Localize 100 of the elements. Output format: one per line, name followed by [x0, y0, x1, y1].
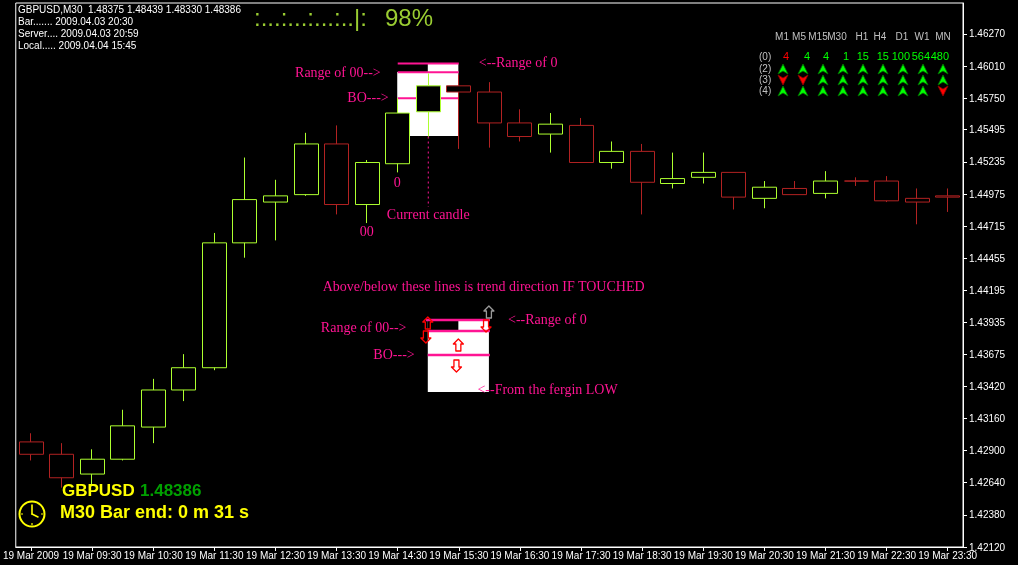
- annotation: M1: [775, 30, 789, 42]
- candlestick: [538, 112, 563, 154]
- annotation: H4: [873, 30, 887, 42]
- annotation: M30: [827, 30, 847, 42]
- candlestick: [446, 74, 471, 150]
- annotation: <--Range of 0: [478, 54, 558, 70]
- annotation: Above/below these lines is trend direction IF TOUCHED: [322, 279, 645, 295]
- x-tick-label: 19 Mar 21:30: [796, 549, 856, 561]
- chart-title: GBPUSD,M30 1.48375 1.48439 1.48330 1.48386: [18, 3, 241, 15]
- annotation: H1: [855, 30, 869, 42]
- candlestick: [752, 180, 777, 209]
- candlestick: [844, 176, 869, 187]
- annotation: (3): [759, 73, 772, 85]
- candlestick: [232, 157, 257, 259]
- y-tick-label: 1.45750: [969, 92, 1006, 104]
- annotation: 15: [856, 49, 869, 62]
- annotation: :...:...:...:..|:: [254, 3, 367, 31]
- y-tick-label: 1.42640: [969, 477, 1006, 489]
- candlestick: [630, 143, 655, 215]
- candlestick: [355, 159, 380, 224]
- annotation: 564: [911, 49, 930, 62]
- annotation: 480: [930, 49, 949, 62]
- candlestick: [782, 180, 807, 196]
- candlestick: [141, 378, 166, 444]
- x-tick-label: 19 Mar 22:30: [857, 549, 917, 561]
- x-tick-label: 19 Mar 09:30: [62, 549, 123, 561]
- y-tick-label: 1.45495: [969, 124, 1006, 136]
- annotation: 98%: [385, 3, 434, 31]
- y-tick-label: 1.43675: [969, 349, 1006, 361]
- annotation: Local..... 2009.04.04 15:45: [18, 39, 137, 51]
- annotation: (0): [759, 50, 772, 62]
- candlestick: [935, 187, 960, 213]
- y-tick-label: 1.43935: [969, 317, 1006, 329]
- candlestick: [691, 152, 716, 185]
- y-tick-label: 1.43420: [969, 380, 1006, 392]
- y-tick-label: 1.46010: [969, 60, 1006, 72]
- y-tick-label: 1.44455: [969, 252, 1006, 264]
- y-tick-label: 1.46270: [969, 28, 1006, 40]
- x-tick-label: 19 Mar 11:30: [185, 549, 244, 561]
- annotation: GBPUSD: [62, 480, 135, 500]
- candlestick: [569, 117, 594, 163]
- y-tick-label: 1.44715: [969, 220, 1006, 232]
- candlestick: [202, 232, 227, 371]
- x-tick-label: 19 Mar 16:30: [490, 549, 550, 561]
- annotation: (4): [759, 84, 772, 96]
- annotation: 15: [876, 49, 889, 62]
- annotation: M15: [808, 30, 828, 42]
- annotation: D1: [895, 30, 909, 42]
- y-tick-label: 1.42900: [969, 445, 1006, 457]
- candlestick: [263, 179, 288, 241]
- candlestick: [19, 432, 44, 461]
- annotation: 100: [891, 49, 910, 62]
- y-tick-label: 1.45235: [969, 156, 1006, 168]
- annotation: 1.48386: [140, 480, 202, 500]
- x-tick-label: 19 Mar 12:30: [246, 549, 306, 561]
- annotation: W1: [914, 30, 930, 42]
- x-tick-label: 19 Mar 17:30: [551, 549, 611, 561]
- annotation: M5: [792, 30, 806, 42]
- candlestick: [171, 353, 196, 402]
- candlestick: [599, 140, 624, 170]
- annotation: BO--->: [373, 347, 415, 363]
- candlestick: [324, 124, 349, 215]
- annotation: Server.... 2009.04.03 20:59: [18, 27, 139, 39]
- candlestick: [477, 81, 502, 149]
- x-tick-label: 19 Mar 19:30: [673, 549, 734, 561]
- x-tick-label: 19 Mar 10:30: [123, 549, 184, 561]
- candlestick: [294, 132, 319, 197]
- x-tick-label: 19 Mar 13:30: [307, 549, 367, 561]
- x-tick-label: 19 Mar 15:30: [429, 549, 489, 561]
- x-tick-label: 19 Mar 2009: [2, 549, 60, 561]
- y-tick-label: 1.42380: [969, 509, 1006, 521]
- y-tick-label: 1.44975: [969, 188, 1006, 200]
- annotation: Bar....... 2009.04.03 20:30: [18, 15, 134, 27]
- y-tick-label: 1.44195: [969, 284, 1006, 296]
- annotation: Current candle: [386, 207, 470, 223]
- annotation: Range of 00-->: [320, 320, 407, 336]
- annotation: 4: [803, 49, 810, 62]
- annotation: M30 Bar end: 0 m 31 s: [60, 502, 250, 523]
- annotation: 4: [822, 49, 829, 62]
- annotation: BO--->: [347, 89, 389, 105]
- annotation: <--Range of 0: [508, 312, 587, 328]
- annotation: 4: [782, 49, 789, 62]
- annotation: Range of 00-->: [295, 64, 381, 80]
- candlestick: [813, 170, 838, 199]
- annotation: 1: [842, 49, 849, 62]
- x-tick-label: 19 Mar 18:30: [612, 549, 673, 561]
- x-tick-label: 19 Mar 14:30: [368, 549, 428, 561]
- x-tick-label: 19 Mar 20:30: [734, 549, 795, 561]
- candlestick: [721, 171, 746, 210]
- annotation: MN: [935, 30, 951, 42]
- candlestick: [660, 152, 685, 189]
- candlestick: [905, 187, 930, 225]
- y-tick-label: 1.43160: [969, 412, 1006, 424]
- candlestick: [507, 108, 532, 142]
- candlestick: [874, 175, 899, 203]
- annotation: 00: [359, 224, 374, 240]
- annotation: (2): [759, 62, 772, 74]
- annotation: <--From the fergin LOW: [477, 382, 618, 398]
- candlestick: [110, 409, 135, 461]
- annotation: 0: [393, 175, 401, 191]
